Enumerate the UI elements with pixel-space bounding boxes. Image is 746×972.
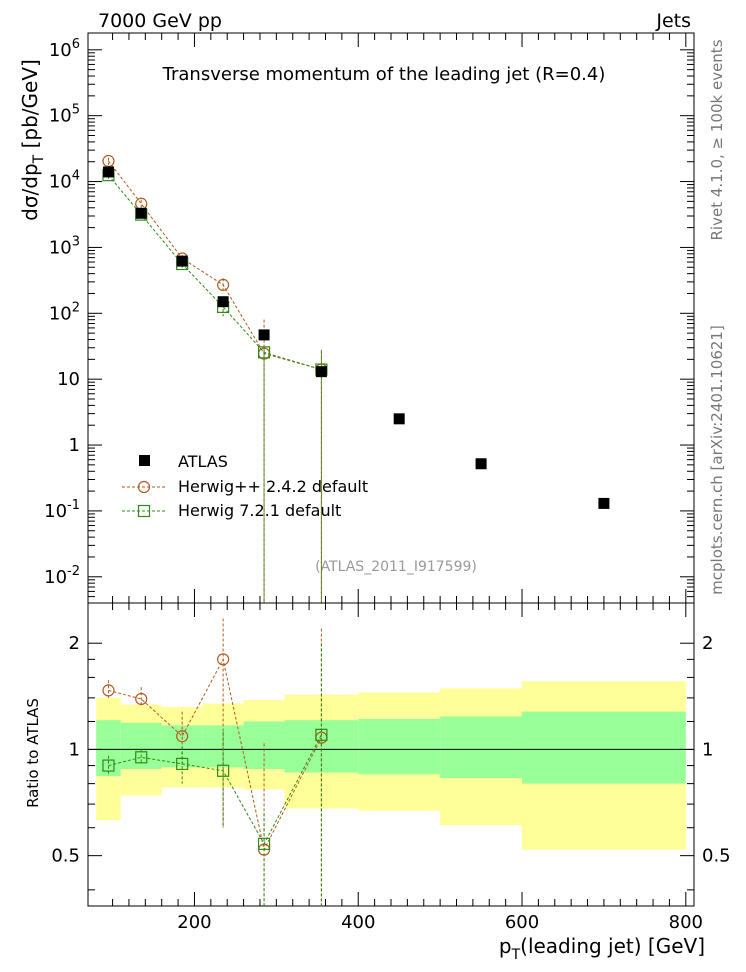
svg-text:dσ/dpT [pb/GeV]: dσ/dpT [pb/GeV] [18,59,47,221]
x-tick-label: 400 [341,912,375,933]
y-tick-label: 10-2 [44,564,80,588]
rivet-version-label: Rivet 4.1.0, ≥ 100k events [708,39,726,240]
ratio-marker-herwig7 [102,759,115,772]
ratio-marker-herwig7 [135,751,148,764]
main-line-herwigpp [108,160,322,371]
legend: ATLAS Herwig++ 2.4.2 default Herwig 7.2.1 … [122,452,368,520]
ratio-marker-herwigpp [217,653,230,666]
ratio-y-tick-label: 0.5 [51,846,80,867]
y-tick-label: 10-1 [44,498,80,522]
legend-label-herwig7: Herwig 7.2.1 default [178,501,341,520]
main-marker-herwigpp [217,278,230,291]
main-panel: Transverse momentum of the leading jet (… [18,32,695,604]
ratio-y-tick-label-right: 2 [702,633,713,654]
main-marker-herwig7 [257,346,271,359]
y-tick-label: 1 [69,435,80,456]
ratio-y-tick-label: 1 [69,739,80,760]
y-tick-label: 102 [49,300,80,324]
legend-label-herwigpp: Herwig++ 2.4.2 default [178,477,368,496]
uncertainty-band-inner [522,711,686,784]
header-energy: 7000 GeV pp [98,10,222,32]
ratio-line-herwig7 [108,734,322,845]
legend-marker-herwigpp [137,480,151,494]
ratio-marker-herwigpp [102,684,115,697]
ratio-marker-herwigpp [176,730,189,743]
data-point-atlas [217,296,229,308]
y-tick-label: 106 [49,37,80,61]
ratio-panel: Ratio to ATLAS pT(leading jet) [GeV] 200… [24,602,731,963]
data-point-atlas [102,166,114,178]
x-axis-label: pT(leading jet) [GeV] [499,934,705,963]
data-point-atlas [598,497,610,509]
svg-text:pT(leading jet) [GeV]: pT(leading jet) [GeV] [499,934,705,963]
legend-marker-herwig7 [137,504,151,518]
ratio-y-tick-label: 2 [69,633,80,654]
data-point-atlas [475,458,487,470]
analysis-watermark: (ATLAS_2011_I917599) [315,559,477,575]
x-tick-label: 800 [669,912,703,933]
main-title: Transverse momentum of the leading jet (… [162,64,606,85]
legend-label-atlas: ATLAS [178,452,228,471]
x-tick-label: 200 [177,912,211,933]
y-tick-label: 105 [49,103,80,127]
main-y-axis-label: dσ/dpT [pb/GeV] [18,59,47,221]
header-process: Jets [655,10,691,32]
ratio-marker-herwig7 [217,764,230,777]
ratio-marker-herwigpp [135,692,148,706]
x-tick-label: 600 [505,912,539,933]
ratio-marker-herwig7 [257,837,271,850]
uncertainty-band-inner [358,718,441,775]
main-line-herwig7 [108,174,322,371]
uncertainty-band-inner [440,716,523,778]
y-tick-label: 104 [49,169,80,193]
data-point-atlas [393,413,405,425]
data-point-atlas [258,329,270,341]
y-tick-label: 103 [49,234,80,258]
data-point-atlas [135,207,147,219]
ratio-y-tick-label-right: 0.5 [702,846,731,867]
legend-marker-atlas [139,455,150,466]
ratio-marker-herwig7 [176,757,189,770]
ratio-y-tick-label-right: 1 [702,739,713,760]
mcplots-label: mcplots.cern.ch [arXiv:2401.10621] [708,325,726,595]
main-marker-herwigpp [102,154,115,168]
ratio-marker-herwig7 [315,728,328,741]
ratio-y-axis-label: Ratio to ATLAS [24,698,42,808]
ratio-line-herwigpp [108,657,322,852]
y-tick-label: 10 [57,369,80,390]
data-point-atlas [315,366,327,378]
data-point-atlas [176,255,188,267]
